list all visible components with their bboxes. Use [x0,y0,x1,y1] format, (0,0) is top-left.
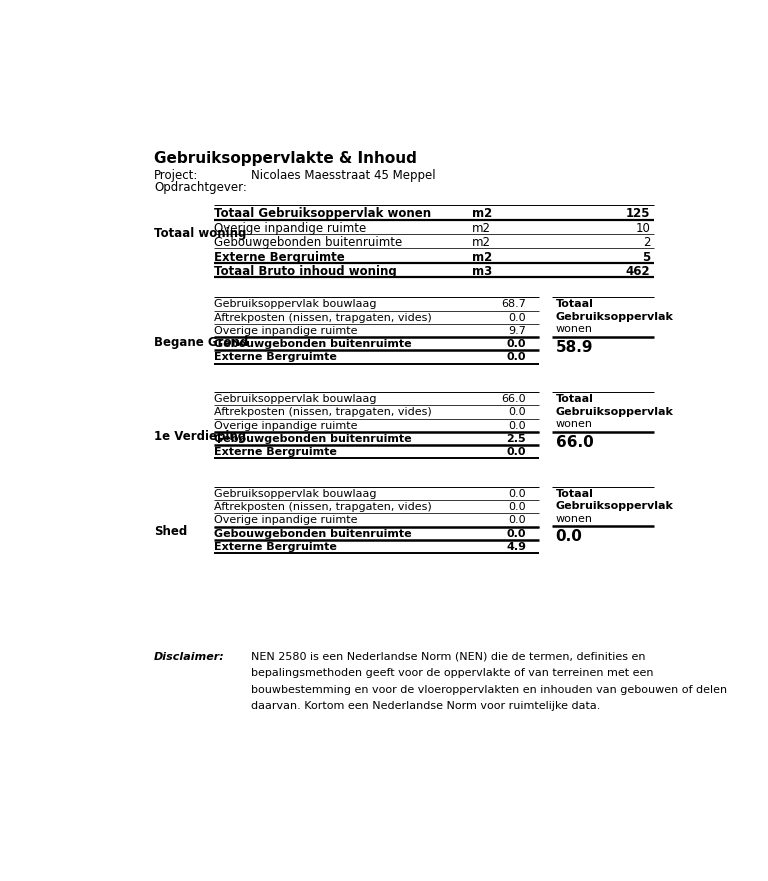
Text: 0.0: 0.0 [508,407,526,418]
Text: Shed: Shed [154,525,187,538]
Text: Totaal: Totaal [555,300,594,309]
Text: Totaal Bruto inhoud woning: Totaal Bruto inhoud woning [214,265,396,278]
Text: Totaal: Totaal [555,394,594,404]
Text: m2: m2 [472,236,491,249]
Text: 0.0: 0.0 [508,313,526,322]
Text: 0.0: 0.0 [507,352,526,362]
Text: 0.0: 0.0 [507,447,526,457]
Text: 66.0: 66.0 [502,394,526,404]
Text: wonen: wonen [555,419,593,429]
Text: Disclaimer:: Disclaimer: [154,652,225,662]
Text: m2: m2 [472,207,492,220]
Text: Project:: Project: [154,169,198,181]
Text: 58.9: 58.9 [555,340,593,355]
Text: Gebruiksoppervlak: Gebruiksoppervlak [555,312,674,322]
Text: Gebouwgebonden buitenruimte: Gebouwgebonden buitenruimte [214,529,412,538]
Text: Aftrekposten (nissen, trapgaten, vides): Aftrekposten (nissen, trapgaten, vides) [214,502,432,512]
Text: 0.0: 0.0 [507,529,526,538]
Text: Gebruiksoppervlak bouwlaag: Gebruiksoppervlak bouwlaag [214,489,376,499]
Text: daarvan. Kortom een Nederlandse Norm voor ruimtelijke data.: daarvan. Kortom een Nederlandse Norm voo… [251,701,601,711]
Text: Totaal: Totaal [555,489,594,499]
Text: 0.0: 0.0 [507,339,526,349]
Text: Totaal Gebruiksoppervlak wonen: Totaal Gebruiksoppervlak wonen [214,207,431,220]
Text: 9.7: 9.7 [508,326,526,336]
Text: 66.0: 66.0 [555,434,594,449]
Text: Externe Bergruimte: Externe Bergruimte [214,352,336,362]
Text: 2.5: 2.5 [507,433,526,444]
Text: 125: 125 [626,207,650,220]
Text: Totaal woning: Totaal woning [154,227,247,241]
Text: m3: m3 [472,265,492,278]
Text: Gebruiksoppervlak bouwlaag: Gebruiksoppervlak bouwlaag [214,300,376,309]
Text: Externe Bergruimte: Externe Bergruimte [214,447,336,457]
Text: 0.0: 0.0 [508,420,526,431]
Text: 5: 5 [642,251,650,263]
Text: Overige inpandige ruimte: Overige inpandige ruimte [214,222,366,235]
Text: Gebruiksoppervlak: Gebruiksoppervlak [555,406,674,417]
Text: Aftrekposten (nissen, trapgaten, vides): Aftrekposten (nissen, trapgaten, vides) [214,313,432,322]
Text: Overige inpandige ruimte: Overige inpandige ruimte [214,420,357,431]
Text: 0.0: 0.0 [508,489,526,499]
Text: Overige inpandige ruimte: Overige inpandige ruimte [214,326,357,336]
Text: Gebruiksoppervlak bouwlaag: Gebruiksoppervlak bouwlaag [214,394,376,404]
Text: Gebouwgebonden buitenruimte: Gebouwgebonden buitenruimte [214,236,402,249]
Text: 2: 2 [643,236,650,249]
Text: Gebruiksoppervlakte & Inhoud: Gebruiksoppervlakte & Inhoud [154,152,417,167]
Text: 1e Verdieping: 1e Verdieping [154,430,247,443]
Text: 0.0: 0.0 [555,529,582,544]
Text: Gebouwgebonden buitenruimte: Gebouwgebonden buitenruimte [214,339,412,349]
Text: wonen: wonen [555,324,593,334]
Text: wonen: wonen [555,514,593,523]
Text: 10: 10 [635,222,650,235]
Text: 68.7: 68.7 [502,300,526,309]
Text: Overige inpandige ruimte: Overige inpandige ruimte [214,515,357,525]
Text: 462: 462 [625,265,650,278]
Text: bouwbestemming en voor de vloeroppervlakten en inhouden van gebouwen of delen: bouwbestemming en voor de vloeroppervlak… [251,685,727,695]
Text: Gebouwgebonden buitenruimte: Gebouwgebonden buitenruimte [214,433,412,444]
Text: NEN 2580 is een Nederlandse Norm (NEN) die de termen, definities en: NEN 2580 is een Nederlandse Norm (NEN) d… [251,652,645,662]
Text: Gebruiksoppervlak: Gebruiksoppervlak [555,501,674,511]
Text: Externe Bergruimte: Externe Bergruimte [214,251,345,263]
Text: Nicolaes Maesstraat 45 Meppel: Nicolaes Maesstraat 45 Meppel [251,169,435,181]
Text: bepalingsmethoden geeft voor de oppervlakte of van terreinen met een: bepalingsmethoden geeft voor de oppervla… [251,668,654,678]
Text: Externe Bergruimte: Externe Bergruimte [214,542,336,552]
Text: m2: m2 [472,222,491,235]
Text: Opdrachtgever:: Opdrachtgever: [154,181,247,194]
Text: Begane Grond: Begane Grond [154,336,248,349]
Text: Aftrekposten (nissen, trapgaten, vides): Aftrekposten (nissen, trapgaten, vides) [214,407,432,418]
Text: 0.0: 0.0 [508,502,526,512]
Text: m2: m2 [472,251,492,263]
Text: 4.9: 4.9 [506,542,526,552]
Text: 0.0: 0.0 [508,515,526,525]
